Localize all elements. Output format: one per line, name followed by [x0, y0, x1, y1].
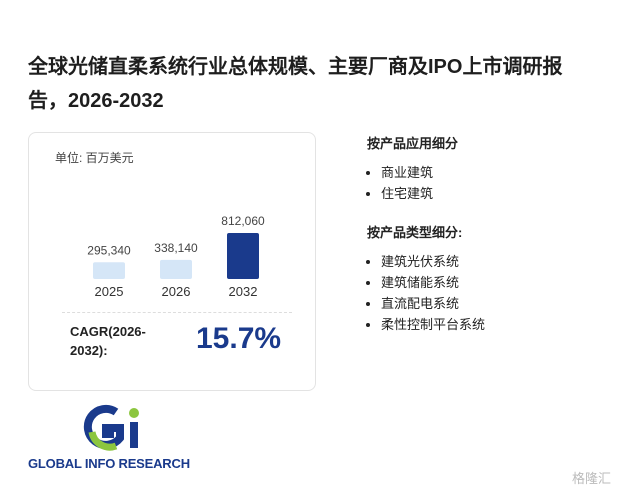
title: 全球光储直柔系统行业总体规模、主要厂商及IPO上市调研报告，2026-2032 — [28, 56, 563, 112]
segment-item: 柔性控制平台系统 — [381, 314, 485, 335]
segment-item: 住宅建筑 — [381, 183, 485, 204]
logo-text: GLOBAL INFO RESEARCH — [28, 456, 190, 471]
value-label: 338,140 — [154, 241, 198, 255]
segment-title: 按产品应用细分 — [367, 136, 459, 151]
segment-title: 按产品类型细分: — [367, 225, 463, 240]
category-label: 2025 — [95, 284, 124, 299]
bar — [227, 233, 259, 279]
segment-item: 直流配电系统 — [381, 293, 485, 314]
segments: 按产品应用细分商业建筑住宅建筑按产品类型细分: 建筑光伏系统建筑储能系统直流配电系… — [367, 133, 485, 353]
segment-list: 商业建筑住宅建筑 — [367, 162, 485, 204]
segment-item: 建筑光伏系统 — [381, 251, 485, 272]
segment-item: 商业建筑 — [381, 162, 485, 183]
segment: 按产品应用细分商业建筑住宅建筑 — [367, 133, 485, 204]
cagr-label: CAGR(2026-2032): — [70, 324, 146, 358]
segment-list: 建筑光伏系统建筑储能系统直流配电系统柔性控制平台系统 — [367, 251, 485, 335]
segment-item: 建筑储能系统 — [381, 272, 485, 293]
bar — [93, 262, 125, 279]
value-label: 295,340 — [87, 243, 131, 257]
watermark: 格隆汇 — [572, 471, 612, 486]
category-label: 2026 — [162, 284, 191, 299]
category-label: 2032 — [229, 284, 258, 299]
segment: 按产品类型细分: 建筑光伏系统建筑储能系统直流配电系统柔性控制平台系统 — [367, 222, 485, 335]
unit: 单位: 百万美元 — [55, 151, 134, 165]
card — [28, 132, 316, 391]
divider — [62, 312, 292, 313]
bar — [160, 259, 192, 279]
value-label: 812,060 — [221, 214, 265, 228]
cagr-value: 15.7% — [196, 322, 282, 355]
logo-mark — [83, 404, 139, 451]
